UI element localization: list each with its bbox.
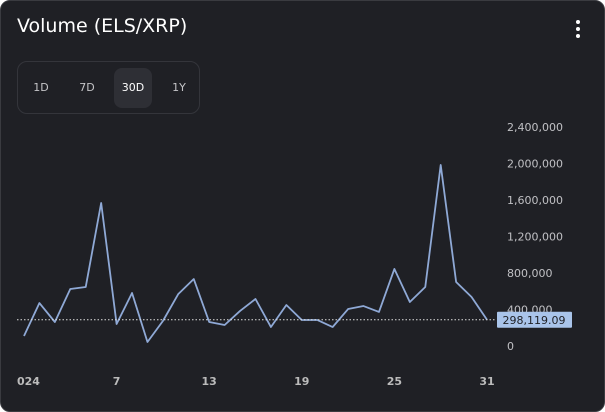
x-tick-label: 7 [113,375,121,388]
y-tick-label: 1,600,000 [507,194,563,207]
x-tick-label: 31 [479,375,494,388]
x-tick-label: 25 [387,375,402,388]
card-title: Volume (ELS/XRP) [17,15,188,37]
y-tick-label: 800,000 [507,267,553,280]
x-tick-label: 19 [294,375,309,388]
more-menu[interactable] [569,17,587,41]
range-tab[interactable]: 7D [79,81,95,94]
range-tab[interactable]: 30D [114,68,152,108]
last-value-box [497,311,572,328]
last-value-label: 298,119.09 [503,314,566,327]
x-tick-label: 13 [202,375,217,388]
x-tick-label: 024 [17,375,40,388]
range-tabs: 1D 7D 30D 1Y [17,61,200,114]
range-tab[interactable]: 1Y [172,81,186,94]
range-tab[interactable]: 1D [33,81,49,94]
y-tick-label: 2,000,000 [507,158,563,171]
y-tick-label: 1,200,000 [507,231,563,244]
volume-line [23,164,488,343]
y-tick-label: 2,400,000 [507,121,563,134]
y-tick-label: 0 [507,340,514,353]
